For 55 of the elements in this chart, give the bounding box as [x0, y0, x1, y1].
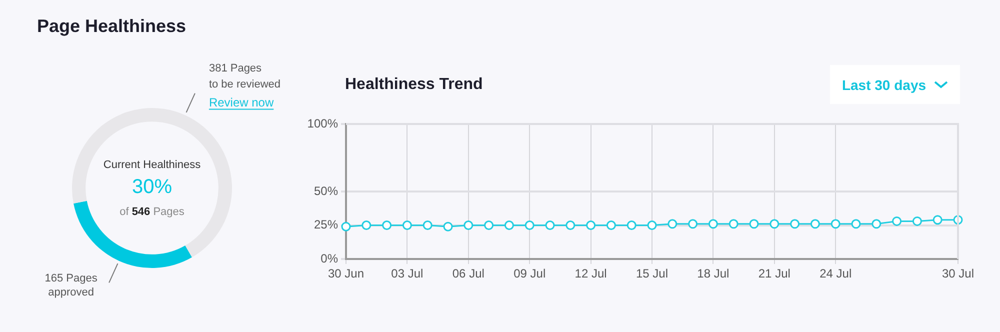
text: Last 30 days — [842, 76, 926, 92]
point — [708, 219, 718, 229]
point — [932, 215, 942, 225]
point — [586, 220, 596, 230]
point — [688, 219, 698, 229]
x-tick-label: 30 Jul — [942, 266, 974, 281]
chart-title: Page Healthiness — [37, 16, 186, 37]
y-tick-label: 50% — [314, 184, 338, 198]
x-tick-label: 18 Jul — [697, 266, 730, 281]
point — [770, 219, 780, 229]
y-tick-label: 25% — [314, 218, 338, 232]
point — [647, 220, 657, 230]
point — [851, 219, 861, 229]
point — [443, 222, 453, 232]
y-tick-label: 0% — [320, 251, 338, 266]
point — [341, 222, 351, 232]
point — [566, 220, 576, 230]
data-label: 381 Pages — [208, 62, 262, 74]
x-tick-label: 12 Jul — [574, 266, 607, 281]
text: Review now — [208, 95, 274, 110]
data-label: 165 Pages — [44, 272, 98, 285]
point — [872, 219, 882, 229]
point — [728, 219, 738, 229]
point — [912, 216, 922, 226]
x-tick-label: 15 Jul — [636, 266, 668, 281]
x-tick-label: 06 Jul — [452, 266, 484, 281]
text: 30% — [132, 176, 172, 198]
text: Current Healthiness — [103, 159, 202, 171]
text: of 546 Pages — [120, 206, 185, 218]
point — [422, 220, 432, 230]
x-tick-label: 30 Jun — [328, 266, 364, 281]
x-tick-label: 09 Jul — [514, 266, 546, 281]
point — [626, 220, 636, 230]
slice-label: approved — [48, 286, 94, 299]
point — [362, 220, 372, 230]
x-tick-label: 21 Jul — [758, 266, 790, 281]
point — [830, 219, 840, 229]
chart-title: Healthiness Trend — [345, 76, 483, 94]
point — [810, 219, 820, 229]
point — [402, 220, 412, 230]
point — [790, 219, 800, 229]
point — [606, 220, 616, 230]
point — [892, 216, 902, 226]
point — [382, 220, 392, 230]
point — [484, 220, 494, 230]
point — [545, 220, 555, 230]
x-tick-label: 03 Jul — [391, 266, 424, 281]
slice-label: to be reviewed — [208, 78, 280, 90]
point — [668, 219, 678, 229]
x-tick-label: 24 Jul — [820, 266, 852, 281]
point — [524, 220, 534, 230]
y-tick-label: 100% — [307, 116, 338, 130]
point — [749, 219, 759, 229]
point — [504, 220, 514, 230]
point — [464, 220, 474, 230]
